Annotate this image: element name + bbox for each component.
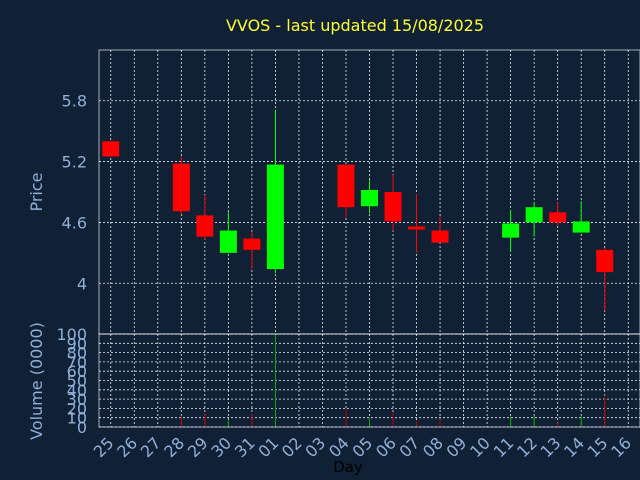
chart-title: VVOS - last updated 15/08/2025 (226, 16, 484, 35)
candle-body (361, 189, 378, 207)
volume-tick-label: 30 (67, 390, 87, 409)
candle-body (408, 226, 426, 230)
candle-body (266, 164, 284, 270)
volume-bars (180, 334, 606, 427)
price-tick-label: 5.8 (62, 92, 87, 111)
volume-tick-label: 20 (67, 399, 87, 418)
volume-tick-label: 100 (56, 325, 87, 344)
candle-body (337, 164, 355, 208)
price-tick-label: 5.2 (62, 153, 87, 172)
volume-tick-label: 70 (67, 353, 87, 372)
volume-panel-frame (98, 333, 640, 428)
candle-body (102, 141, 120, 157)
volume-tick-label: 0 (77, 418, 87, 437)
volume-tick-label: 60 (67, 362, 87, 381)
candle-body (502, 223, 520, 238)
volume-tick-label: 90 (67, 334, 87, 353)
price-candles (102, 109, 614, 311)
price-tick-label: 4.6 (62, 213, 87, 232)
candle-body (549, 212, 567, 223)
candle-body (243, 238, 261, 250)
price-tick-labels: 5.8 5.2 4.6 4 (62, 92, 87, 294)
volume-tick-label: 10 (67, 409, 87, 428)
candle-body (596, 249, 614, 273)
price-tick-label: 4 (77, 274, 87, 293)
candle-body (572, 221, 590, 233)
candle-body (431, 230, 449, 243)
volume-tick-label: 80 (67, 344, 87, 363)
candle-body (525, 207, 543, 223)
candle-body (384, 192, 402, 222)
volume-tick-label: 50 (67, 372, 87, 391)
volume-tick-label: 40 (67, 381, 87, 400)
candle-body (172, 163, 190, 212)
candle-body (219, 230, 237, 253)
price-axis-label: Price (27, 172, 46, 211)
x-axis-label: Day (333, 458, 363, 476)
volume-axis-label: Volume (0000) (27, 322, 46, 440)
candle-body (196, 215, 214, 237)
